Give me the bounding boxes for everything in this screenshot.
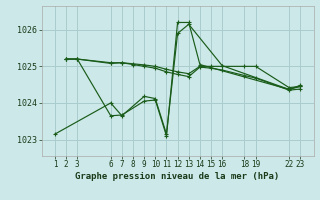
X-axis label: Graphe pression niveau de la mer (hPa): Graphe pression niveau de la mer (hPa) bbox=[76, 172, 280, 181]
